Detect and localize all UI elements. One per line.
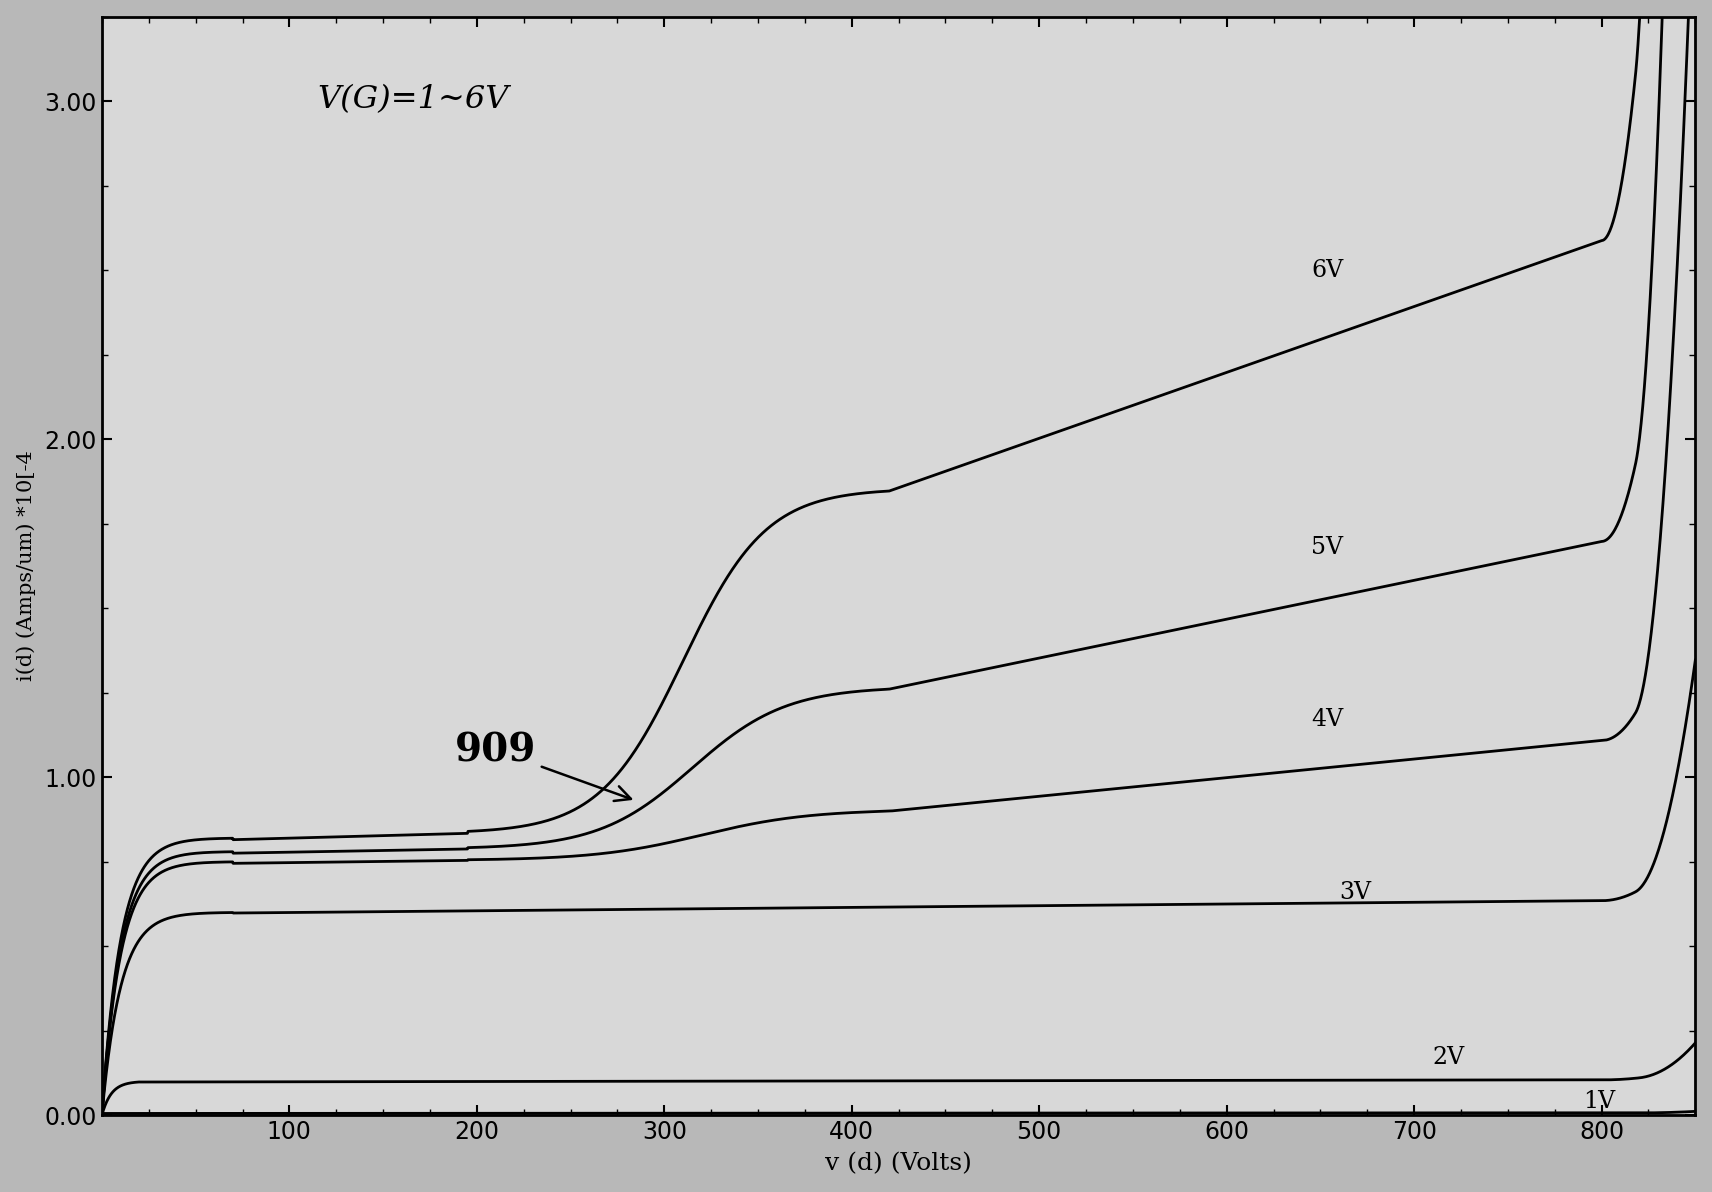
Text: V(G)=1~6V: V(G)=1~6V	[317, 85, 508, 116]
Text: 5V: 5V	[1311, 536, 1342, 559]
Text: 909: 909	[455, 731, 632, 801]
Y-axis label: i(d) (Amps/um) *10[-4: i(d) (Amps/um) *10[-4	[17, 451, 36, 682]
Text: 3V: 3V	[1339, 881, 1371, 904]
Text: 4V: 4V	[1311, 708, 1344, 731]
X-axis label: v (d) (Volts): v (d) (Volts)	[825, 1153, 972, 1175]
Text: 6V: 6V	[1311, 259, 1344, 281]
Text: 1V: 1V	[1584, 1091, 1614, 1113]
Text: 2V: 2V	[1433, 1047, 1465, 1069]
